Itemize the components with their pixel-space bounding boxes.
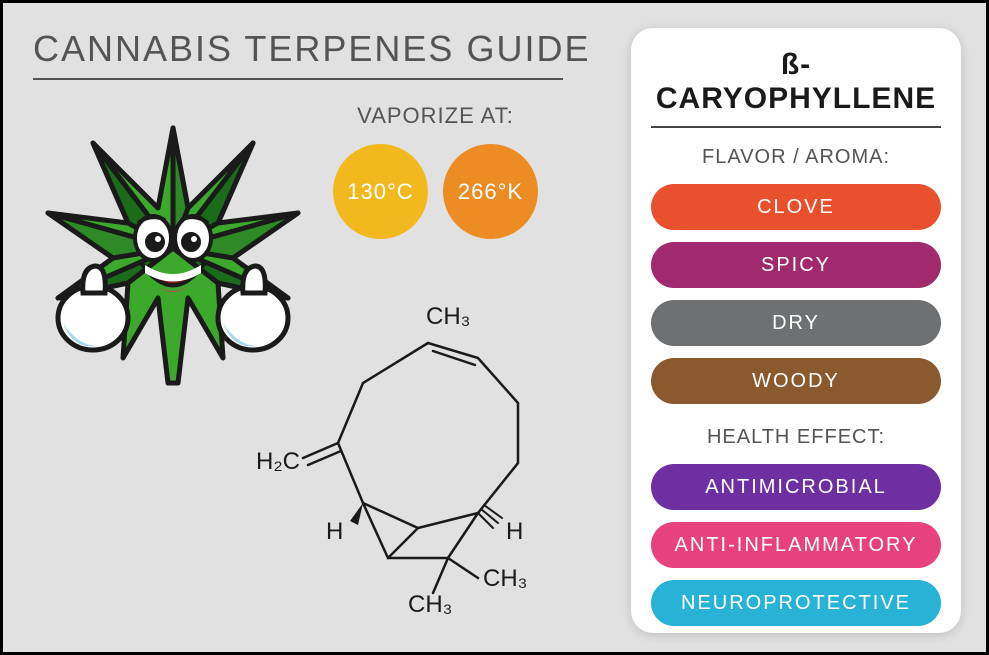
health-list: ANTIMICROBIAL ANTI-INFLAMMATORY NEUROPROTE… <box>646 464 946 626</box>
chem-label: H₂C <box>256 448 300 476</box>
chem-label: CH₃ <box>426 303 470 331</box>
chem-label: H <box>506 518 523 546</box>
compound-name: ß-CARYOPHYLLENE <box>646 48 946 116</box>
pill: WOODY <box>651 358 941 404</box>
temp-circle-kelvin: 266°K <box>443 144 538 239</box>
pill: DRY <box>651 300 941 346</box>
left-column: CANNABIS TERPENES GUIDE <box>33 28 613 80</box>
info-panel: ß-CARYOPHYLLENE FLAVOR / AROMA: CLOVE SPI… <box>631 28 961 633</box>
temp-circles: 130°C 266°K <box>333 144 538 239</box>
main-title: CANNABIS TERPENES GUIDE <box>33 28 613 70</box>
pill: ANTIMICROBIAL <box>651 464 941 510</box>
pill: ANTI-INFLAMMATORY <box>651 522 941 568</box>
temp-circle-celsius: 130°C <box>333 144 428 239</box>
chem-label: CH₃ <box>408 591 452 619</box>
chemical-structure: CH₃ H₂C H H CH₃ CH₃ <box>268 303 588 623</box>
vaporize-label: VAPORIZE AT: <box>333 103 538 129</box>
chem-label: H <box>326 518 343 546</box>
flavor-heading: FLAVOR / AROMA: <box>646 146 946 169</box>
infographic-frame: CANNABIS TERPENES GUIDE VAPORIZE AT: 130… <box>0 0 989 655</box>
vaporize-block: VAPORIZE AT: 130°C 266°K <box>333 103 538 239</box>
panel-underline <box>651 126 941 128</box>
chem-label: CH₃ <box>483 565 527 593</box>
pill: NEUROPROTECTIVE <box>651 580 941 626</box>
flavor-list: CLOVE SPICY DRY WOODY <box>646 184 946 404</box>
pill: CLOVE <box>651 184 941 230</box>
title-underline <box>33 78 563 80</box>
pill: SPICY <box>651 242 941 288</box>
health-heading: HEALTH EFFECT: <box>646 426 946 449</box>
